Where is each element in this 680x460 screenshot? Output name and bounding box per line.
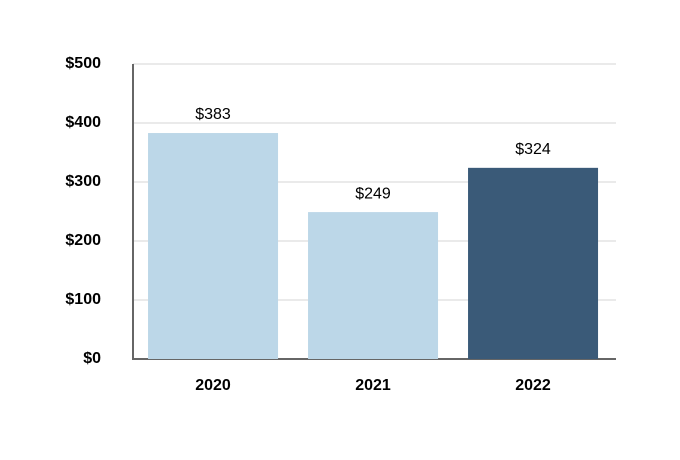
bar bbox=[308, 212, 439, 359]
value-label: $383 bbox=[195, 106, 231, 123]
x-tick-label: 2020 bbox=[195, 377, 231, 394]
y-tick-label: $200 bbox=[65, 232, 101, 249]
value-label: $249 bbox=[355, 185, 391, 202]
y-tick-label: $0 bbox=[83, 350, 101, 367]
value-label: $324 bbox=[515, 141, 551, 158]
y-tick-label: $300 bbox=[65, 173, 101, 190]
bar bbox=[468, 167, 599, 359]
x-tick-label: 2021 bbox=[355, 377, 391, 394]
y-tick-label: $100 bbox=[65, 291, 101, 308]
y-tick-label: $400 bbox=[65, 114, 101, 131]
bar bbox=[148, 133, 279, 359]
x-tick-label: 2022 bbox=[515, 377, 551, 394]
y-tick-label: $500 bbox=[65, 55, 101, 72]
